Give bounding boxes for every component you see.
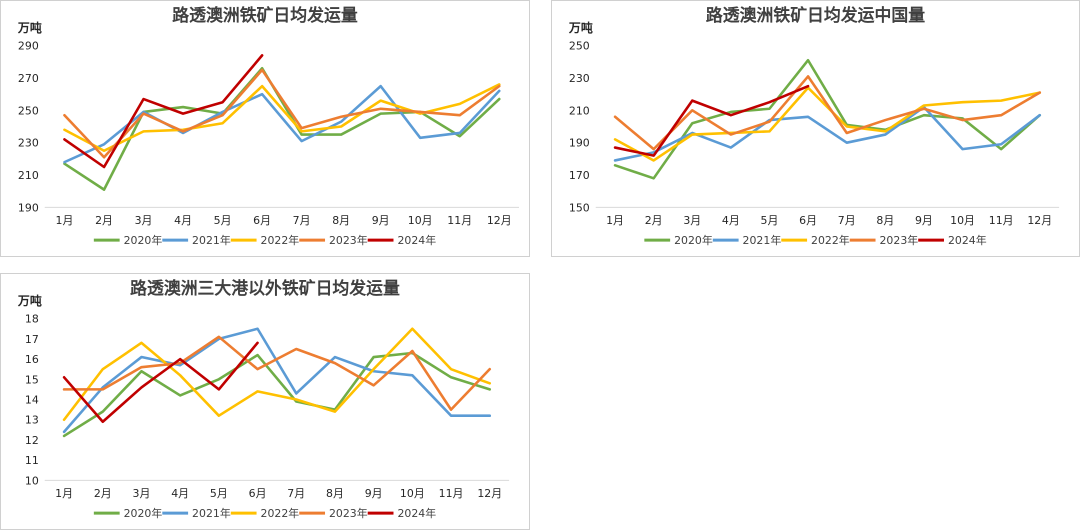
chart-1-series-2023年	[63, 68, 501, 159]
chart-3-y-tick-4: 14	[25, 393, 39, 406]
chart-3-y-tick-7: 17	[25, 333, 39, 346]
chart-3-x-tick-0: 1月	[55, 487, 73, 500]
chart-1-x-tick-3: 4月	[174, 214, 192, 227]
chart-2-y-tick-0: 150	[569, 201, 590, 214]
chart-3-legend-label-3: 2023年	[329, 506, 368, 520]
chart-3-series-2021年	[62, 327, 492, 434]
chart-2-legend-label-3: 2023年	[879, 233, 918, 247]
chart-1-series-2020年	[63, 66, 501, 191]
chart-panel-2: 路透澳洲铁矿日均发运中国量万吨 150 170 190 210 230 250 1月 2月 3月 4…	[551, 0, 1080, 257]
chart-2-x-tick-5: 6月	[799, 214, 817, 227]
chart-2-x-tick-6: 7月	[838, 214, 856, 227]
chart-2-y-tick-4: 230	[569, 72, 590, 85]
chart-2-y-tick-2: 190	[569, 137, 590, 150]
chart-2-x-tick-1: 2月	[645, 214, 663, 227]
chart-2-x-tick-7: 8月	[876, 214, 894, 227]
chart-1-x-tick-8: 9月	[372, 214, 390, 227]
chart-3-x-tick-3: 4月	[171, 487, 189, 500]
chart-3-x-tick-7: 8月	[326, 487, 344, 500]
chart-1-x-tick-1: 2月	[95, 214, 113, 227]
chart-3-y-tick-3: 13	[25, 414, 39, 427]
chart-2-x-tick-0: 1月	[606, 214, 624, 227]
chart-1-x-tick-11: 12月	[487, 214, 512, 227]
chart-2-legend-label-2: 2022年	[811, 233, 850, 247]
chart-2-x-tick-3: 4月	[722, 214, 740, 227]
chart-3-y-tick-5: 15	[25, 373, 39, 386]
chart-3-y-tick-0: 10	[25, 474, 39, 487]
chart-2-y-tick-3: 210	[569, 104, 590, 117]
chart-3-x-tick-8: 9月	[365, 487, 383, 500]
chart-3-unit-label: 万吨	[17, 294, 42, 308]
chart-1-y-tick-0: 190	[18, 201, 39, 214]
chart-1-x-tick-4: 5月	[214, 214, 232, 227]
chart-2-x-tick-8: 9月	[915, 214, 933, 227]
chart-3-series-2024年	[62, 341, 259, 424]
chart-1-legend-label-2: 2022年	[261, 233, 300, 247]
chart-3-x-tick-9: 10月	[400, 487, 425, 500]
chart-3-y-tick-2: 12	[25, 434, 39, 447]
chart-2-x-tick-10: 11月	[989, 214, 1014, 227]
chart-1-series-2021年	[63, 84, 501, 164]
chart-3-x-tick-6: 7月	[287, 487, 305, 500]
chart-1-legend-label-0: 2020年	[124, 233, 163, 247]
chart-panel-1: 路透澳洲铁矿日均发运量万吨 190 210 230 250 270 290 1月 2月 3月 4月 5…	[0, 0, 530, 257]
chart-1-x-tick-10: 11月	[447, 214, 472, 227]
chart-2-unit-label: 万吨	[568, 21, 593, 35]
chart-3-legend-label-0: 2020年	[124, 506, 163, 520]
chart-1-series-2024年	[63, 54, 264, 169]
chart-2-series-2024年	[613, 84, 810, 157]
chart-1-y-tick-4: 270	[18, 72, 39, 85]
chart-2-x-tick-2: 3月	[683, 214, 701, 227]
chart-3-title: 路透澳洲三大港以外铁矿日均发运量	[130, 278, 400, 298]
chart-3-legend-label-1: 2021年	[192, 506, 231, 520]
chart-1-title: 路透澳洲铁矿日均发运量	[172, 5, 358, 25]
chart-3-series-2020年	[62, 351, 492, 438]
chart-3-x-tick-11: 12月	[477, 487, 502, 500]
chart-3-legend-label-4: 2024年	[397, 506, 436, 520]
chart-2-x-tick-11: 12月	[1027, 214, 1052, 227]
chart-3-y-tick-8: 18	[25, 313, 39, 326]
chart-2-title: 路透澳洲铁矿日均发运中国量	[706, 5, 925, 25]
chart-1-legend-label-1: 2021年	[192, 233, 231, 247]
chart-1-x-tick-6: 7月	[293, 214, 311, 227]
chart-1-x-tick-2: 3月	[135, 214, 153, 227]
chart-3-legend-label-2: 2022年	[261, 506, 300, 520]
chart-1-x-tick-5: 6月	[253, 214, 271, 227]
chart-1-x-tick-7: 8月	[332, 214, 350, 227]
chart-1-y-tick-5: 290	[18, 40, 39, 53]
chart-1-unit-label: 万吨	[17, 21, 42, 35]
chart-2-x-tick-9: 10月	[950, 214, 975, 227]
chart-panel-3: 路透澳洲三大港以外铁矿日均发运量万吨 10 11 12 13 14 15 16 17 18 1月 2月…	[0, 273, 530, 530]
chart-2-legend-label-0: 2020年	[674, 233, 713, 247]
chart-1-x-tick-9: 10月	[408, 214, 433, 227]
chart-2-x-tick-4: 5月	[761, 214, 779, 227]
chart-3-x-tick-5: 6月	[249, 487, 267, 500]
chart-3-x-tick-1: 2月	[94, 487, 112, 500]
chart-1-y-tick-1: 210	[18, 169, 39, 182]
chart-3-x-tick-4: 5月	[210, 487, 228, 500]
chart-1-x-tick-0: 1月	[56, 214, 74, 227]
chart-2-series-2022年	[613, 86, 1042, 162]
chart-2-series-2021年	[613, 105, 1042, 162]
chart-2-series-2020年	[613, 58, 1042, 180]
chart-1-y-tick-3: 250	[18, 104, 39, 117]
chart-3-x-tick-10: 11月	[439, 487, 464, 500]
chart-3-y-tick-6: 16	[25, 353, 39, 366]
chart-3-y-tick-1: 11	[25, 454, 39, 467]
chart-1-legend-label-3: 2023年	[329, 233, 368, 247]
chart-2-legend-label-4: 2024年	[948, 233, 987, 247]
chart-3-x-tick-2: 3月	[133, 487, 151, 500]
chart-1-y-tick-2: 230	[18, 137, 39, 150]
chart-1-legend-label-4: 2024年	[397, 233, 436, 247]
chart-3-series-2023年	[62, 335, 492, 411]
chart-2-y-tick-1: 170	[569, 169, 590, 182]
chart-2-legend-label-1: 2021年	[743, 233, 782, 247]
chart-2-y-tick-5: 250	[569, 40, 590, 53]
chart-2-series-2023年	[613, 75, 1042, 151]
chart-3-series-2022年	[62, 327, 492, 422]
